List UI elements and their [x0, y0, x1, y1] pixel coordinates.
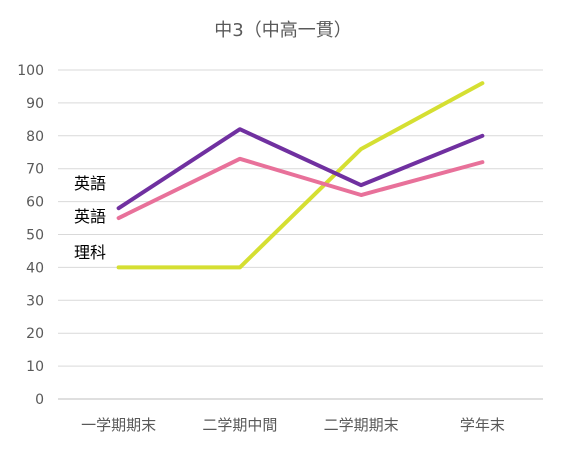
series-line-0: [116, 127, 485, 211]
series-line-2: [116, 81, 485, 270]
y-tick-label: 30: [26, 293, 44, 309]
y-tick-label: 100: [17, 63, 44, 79]
y-tick-label: 0: [35, 392, 44, 408]
y-tick-label: 40: [26, 260, 44, 276]
y-axis-ticks: 0 10 20 30 40 50 60 70 80 90 100: [17, 63, 44, 408]
x-tick-label: 一学期期末: [81, 416, 156, 434]
x-tick-label: 学年末: [460, 416, 505, 434]
gridlines: [58, 69, 543, 400]
x-tick-label: 二学期期末: [324, 416, 399, 434]
x-axis-ticks: 一学期期末 二学期中間 二学期期末 学年末: [81, 416, 505, 434]
x-tick-label: 二学期中間: [202, 416, 277, 434]
series-lines: [116, 81, 485, 270]
series-label: 英語: [74, 174, 106, 193]
y-tick-label: 20: [26, 326, 44, 342]
chart-title: 中3（中高一貫）: [214, 20, 351, 41]
y-tick-label: 70: [26, 162, 44, 178]
y-tick-label: 80: [26, 129, 44, 145]
y-tick-label: 60: [26, 195, 44, 211]
y-tick-label: 90: [26, 96, 44, 112]
y-tick-label: 50: [26, 228, 44, 244]
series-label: 英語: [74, 207, 106, 226]
series-line-1: [116, 156, 485, 221]
y-tick-label: 10: [26, 359, 44, 375]
series-label: 理科: [74, 243, 106, 262]
